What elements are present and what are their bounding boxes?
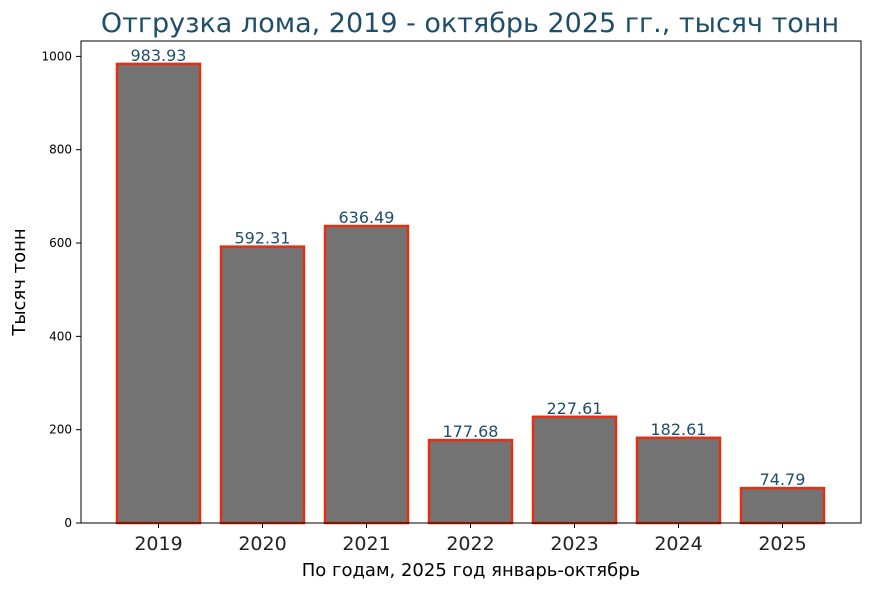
data-label: 592.31	[235, 229, 291, 248]
x-tick-label: 2019	[134, 533, 182, 555]
x-tick-label: 2023	[550, 533, 598, 555]
chart-title: Отгрузка лома, 2019 - октябрь 2025 гг., …	[101, 8, 839, 39]
x-tick-label: 2025	[758, 533, 806, 555]
y-tick-label: 200	[49, 423, 72, 437]
y-tick-label: 400	[49, 329, 72, 343]
x-tick-label: 2021	[342, 533, 390, 555]
bar	[115, 62, 202, 525]
bar	[219, 245, 306, 525]
x-tick-label: 2024	[654, 533, 702, 555]
data-label: 227.61	[547, 399, 603, 418]
data-label: 177.68	[443, 422, 499, 441]
bar	[323, 224, 410, 525]
data-label: 983.93	[131, 46, 187, 65]
data-label: 182.61	[651, 420, 707, 439]
y-tick-label: 600	[49, 236, 72, 250]
y-axis-label: Тысяч тонн	[9, 228, 30, 336]
x-axis-label: По годам, 2025 год январь-октябрь	[302, 560, 641, 581]
bar	[427, 438, 514, 525]
y-tick-label: 800	[49, 143, 72, 157]
y-tick-label: 0	[64, 516, 72, 530]
bar	[739, 486, 826, 525]
x-tick-label: 2020	[238, 533, 286, 555]
plot-area: 0 200 400 600 800 1000 983.93 2019 592.31 2020 636…	[41, 46, 826, 555]
plot-frame	[80, 40, 862, 524]
data-label: 636.49	[339, 208, 395, 227]
bar	[531, 415, 618, 525]
data-label: 74.79	[760, 470, 806, 489]
bar	[635, 436, 722, 525]
y-tick-label: 1000	[41, 49, 72, 63]
x-tick-label: 2022	[446, 533, 494, 555]
